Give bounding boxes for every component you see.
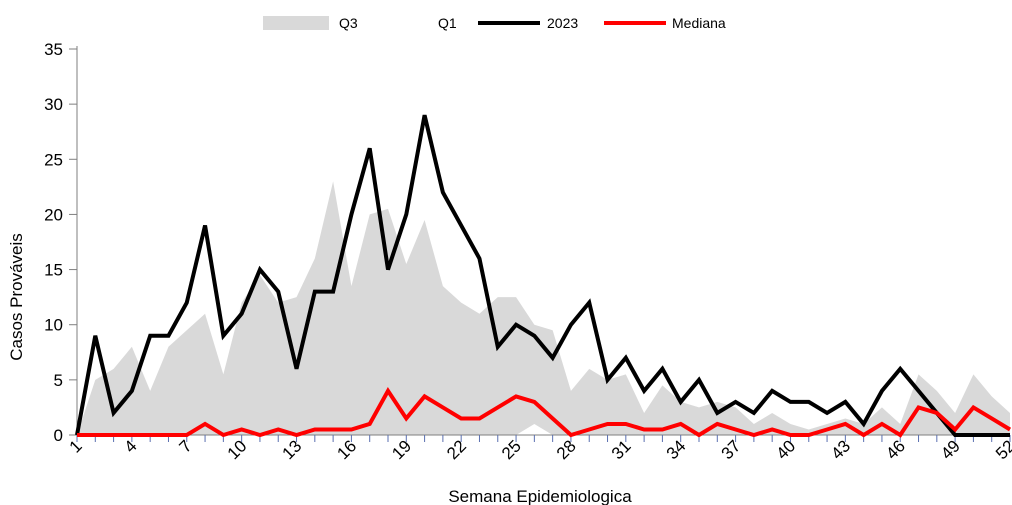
x-tick-label: 4	[121, 436, 141, 456]
y-tick-label: 0	[54, 426, 63, 445]
x-tick-label: 31	[608, 436, 635, 463]
x-tick-label: 40	[772, 436, 799, 463]
x-tick-label: 16	[333, 436, 360, 463]
x-tick-label: 13	[279, 436, 306, 463]
x-tick-label: 34	[663, 436, 690, 463]
series-line-mediana	[77, 387, 1012, 438]
legend: Q3 Q1 2023 Mediana	[263, 15, 726, 31]
series-area-q3	[77, 181, 1010, 435]
x-axis-title: Semana Epidemiologica	[448, 487, 632, 505]
y-axis-title: Casos Prováveis	[7, 233, 26, 361]
y-tick-label: 20	[44, 205, 63, 224]
legend-label-2023: 2023	[547, 15, 578, 31]
y-tick-label: 5	[54, 371, 63, 390]
x-tick-label: 37	[718, 436, 745, 463]
legend-swatch-q3	[263, 16, 329, 30]
y-tick-label: 15	[44, 261, 63, 280]
x-tick-label: 25	[498, 436, 525, 463]
x-tick-label: 19	[388, 436, 415, 463]
legend-label-mediana: Mediana	[672, 15, 726, 31]
y-tick-label: 10	[44, 316, 63, 335]
x-tick-label: 52	[992, 436, 1012, 463]
y-tick-label: 35	[44, 40, 63, 59]
area-layer	[77, 181, 1010, 435]
x-tick-label: 22	[443, 436, 470, 463]
x-tick-label: 7	[175, 436, 195, 456]
series-area-q1	[77, 423, 1010, 435]
y-tick-label: 25	[44, 150, 63, 169]
line-layer	[75, 114, 1012, 438]
legend-label-q1: Q1	[438, 15, 457, 31]
x-tick-label: 28	[553, 436, 580, 463]
x-tick-label: 46	[882, 436, 909, 463]
x-tick-label: 49	[937, 436, 964, 463]
x-tick-label: 1	[66, 436, 86, 456]
y-tick-label: 30	[44, 95, 63, 114]
legend-label-q3: Q3	[339, 15, 358, 31]
x-tick-label: 43	[827, 436, 854, 463]
x-tick-label: 10	[224, 436, 251, 463]
series-line-2023	[75, 114, 1010, 437]
